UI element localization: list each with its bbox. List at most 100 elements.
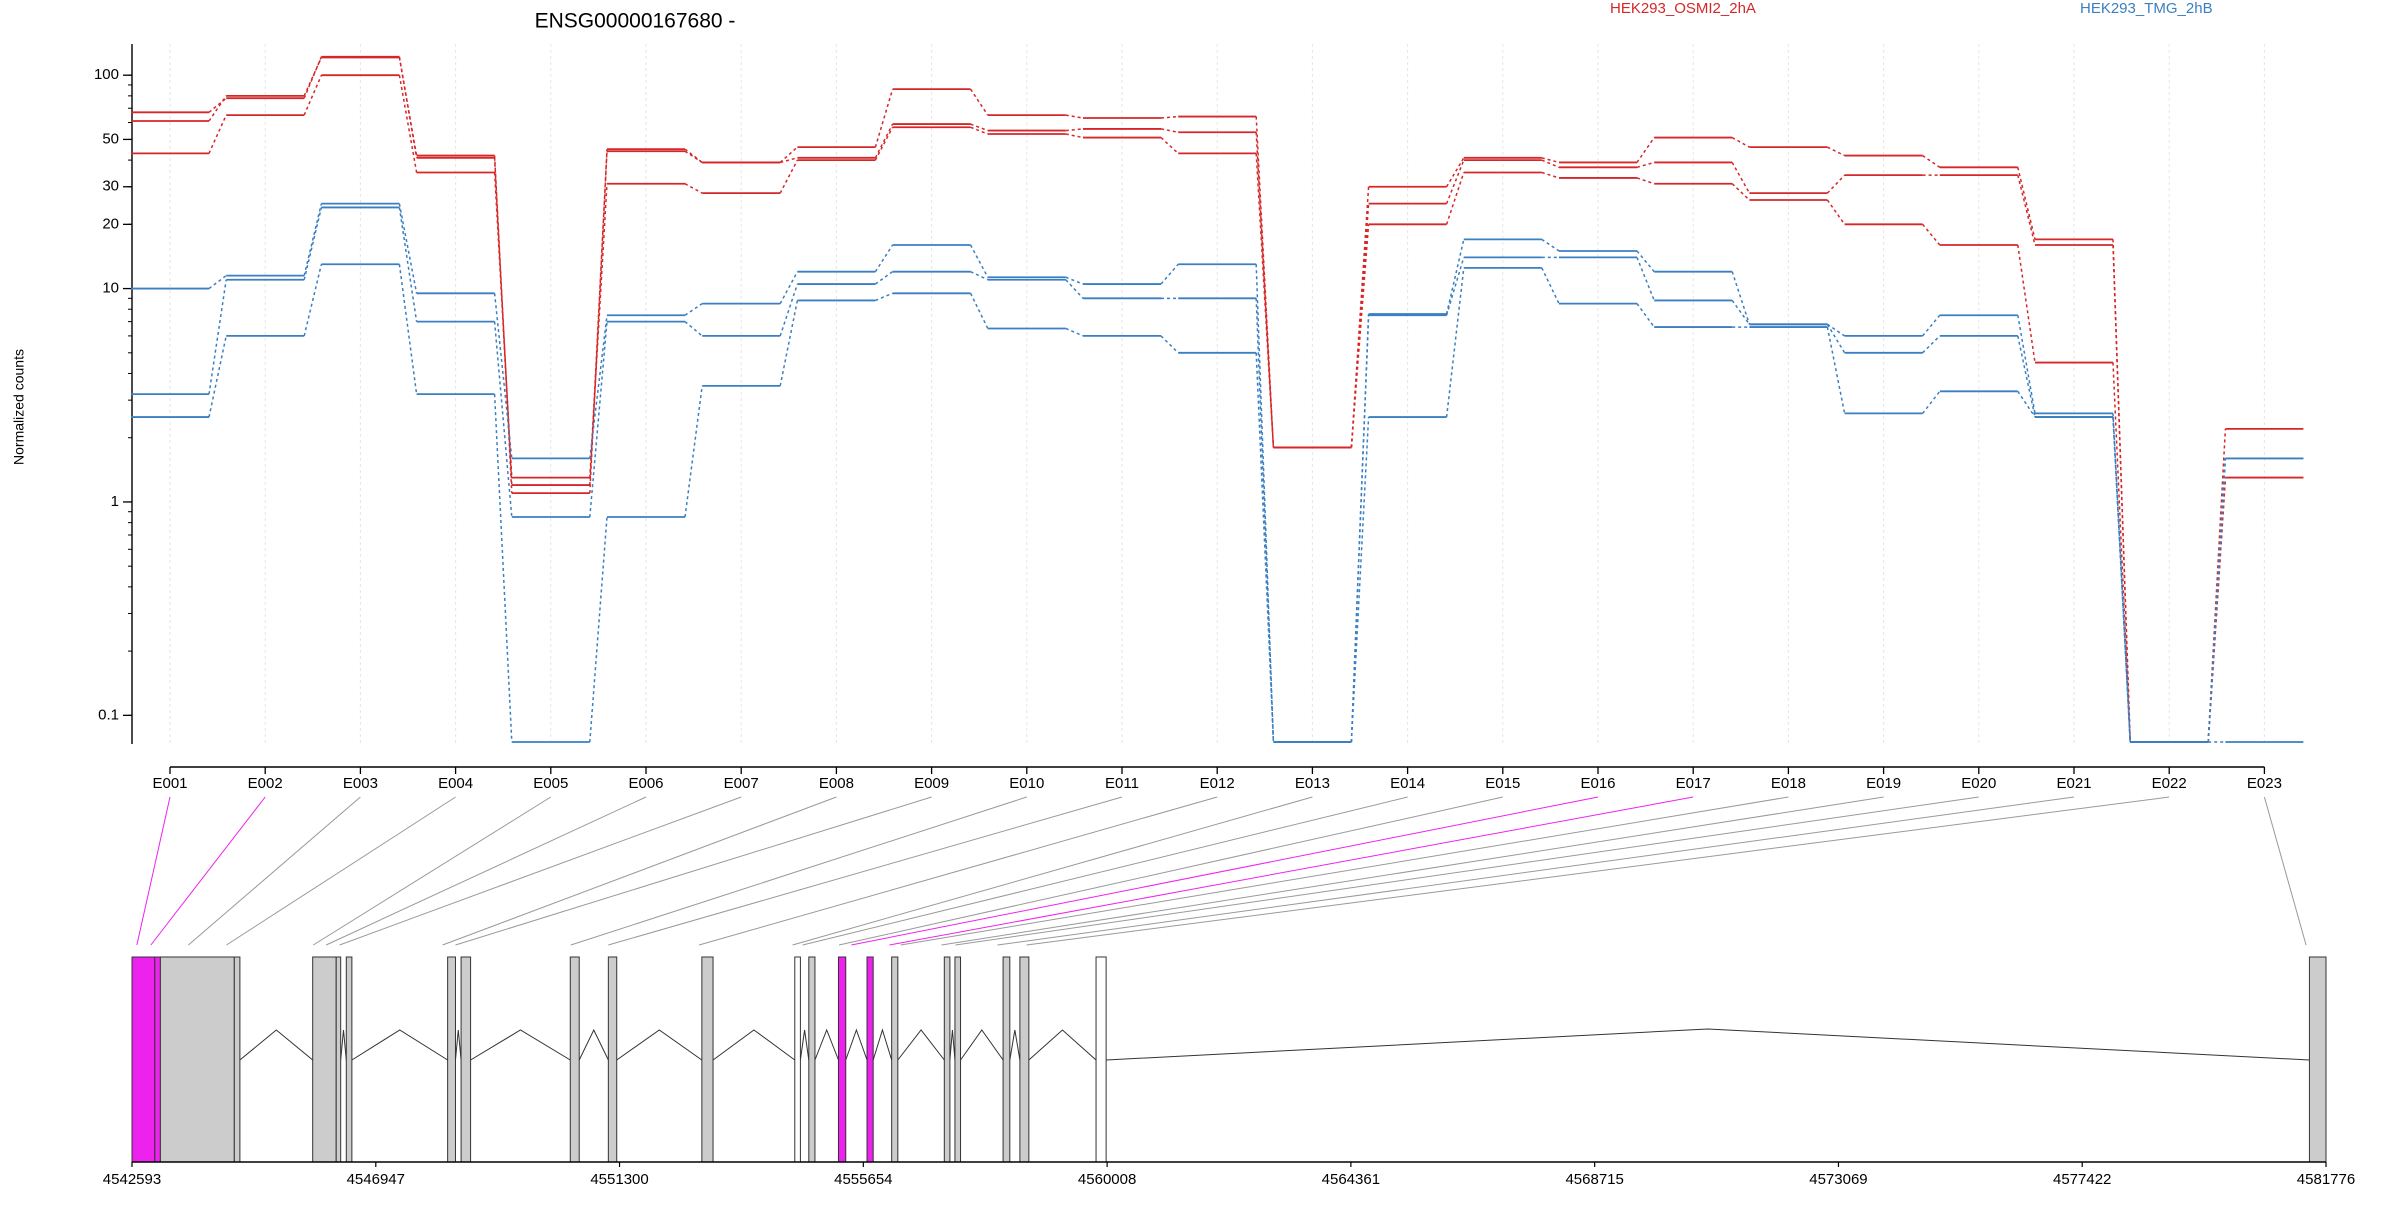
data-connector: [398, 207, 418, 322]
x-tick-label: E013: [1295, 775, 1330, 792]
data-connector: [589, 183, 608, 478]
data-connector: [969, 292, 989, 329]
exon-block: [447, 956, 456, 1163]
data-connector: [2017, 167, 2036, 240]
data-connector: [1255, 264, 1275, 743]
series-lines: [131, 55, 2304, 743]
exon-block: [131, 956, 156, 1163]
intron: [872, 1028, 893, 1061]
exon-connector: [955, 796, 1979, 946]
data-connector: [1445, 257, 1465, 316]
exon-connector: [838, 796, 1503, 946]
exon-block: [808, 956, 816, 1163]
x-tick-label: E006: [628, 775, 663, 792]
exon-connector: [570, 796, 1027, 946]
data-connector: [684, 303, 703, 316]
data-connector: [1731, 183, 1750, 201]
genomic-tick-label: 4564361: [1322, 1171, 1380, 1188]
x-tick-label: E023: [2247, 775, 2282, 792]
exon-block: [701, 956, 714, 1163]
data-connector: [1255, 132, 1275, 448]
x-tick-label: E017: [1676, 775, 1711, 792]
data-connector: [1065, 128, 1084, 132]
series-5: [131, 206, 2304, 743]
data-connector: [875, 292, 893, 302]
data-connector: [1541, 171, 1560, 179]
data-connector: [874, 271, 894, 285]
exon-block: [954, 956, 962, 1163]
intron: [239, 1029, 314, 1061]
exon-block: [569, 956, 580, 1163]
genomic-tick-label: 4573069: [1809, 1171, 1867, 1188]
exon-block: [154, 956, 161, 1163]
x-tick-label: E018: [1771, 775, 1806, 792]
intron: [814, 1028, 839, 1061]
x-tick-label: E005: [533, 775, 568, 792]
data-connector: [780, 157, 798, 164]
data-connector: [2017, 335, 2036, 418]
data-connector: [874, 123, 894, 159]
intron: [470, 1029, 571, 1061]
exon-connector: [900, 796, 1789, 946]
y-tick-label: 100: [94, 66, 119, 83]
x-tick-label: E004: [438, 775, 473, 792]
data-connector: [1445, 239, 1465, 315]
data-connector: [970, 123, 989, 132]
data-connector: [2112, 416, 2131, 743]
exon-connector: [1026, 796, 2170, 946]
data-connector: [2207, 428, 2227, 743]
data-connector: [303, 74, 323, 116]
x-tick-label: E009: [914, 775, 949, 792]
exon-block: [1095, 956, 1107, 1163]
x-tick-label: E015: [1485, 775, 1520, 792]
data-connector: [1255, 153, 1275, 448]
data-connector: [1636, 161, 1655, 169]
y-tick-label: 50: [102, 130, 119, 147]
data-connector: [969, 88, 989, 116]
x-tick-label: E014: [1390, 775, 1425, 792]
data-connector: [303, 207, 323, 280]
exon-connector: [2263, 796, 2307, 946]
x-tick-label: E022: [2152, 775, 2187, 792]
x-tick-label: E008: [819, 775, 854, 792]
data-connector: [589, 516, 608, 743]
data-connector: [1636, 177, 1655, 185]
exon-block: [866, 956, 874, 1163]
intron: [351, 1029, 448, 1061]
data-connector: [1731, 162, 1751, 194]
data-connector: [684, 183, 703, 194]
exon-connector: [698, 796, 1218, 946]
data-connector: [1731, 136, 1750, 148]
data-connector: [1350, 203, 1370, 448]
intron: [845, 1028, 868, 1061]
x-tick-label: E003: [343, 775, 378, 792]
data-connector: [303, 203, 323, 276]
data-connector: [1350, 416, 1370, 743]
y-tick-label: 0.1: [98, 706, 119, 723]
data-connector: [1541, 238, 1560, 252]
intron: [454, 1029, 462, 1061]
genomic-tick-label: 4546947: [347, 1171, 405, 1188]
data-connector: [1826, 323, 1846, 337]
data-connector: [208, 279, 227, 395]
intron: [897, 1029, 945, 1061]
data-connector: [2017, 244, 2036, 363]
data-connector: [1922, 390, 1941, 414]
exon-connector: [455, 796, 932, 946]
data-connector: [2112, 244, 2131, 743]
data-connector: [1922, 223, 1941, 246]
exon-block: [794, 956, 801, 1163]
exon-connectors: [136, 796, 2307, 946]
exon-block: [607, 956, 618, 1163]
x-tick-label: E011: [1105, 775, 1139, 792]
exon-block: [345, 956, 353, 1163]
data-connector: [2017, 390, 2036, 418]
data-connector: [1160, 128, 1179, 134]
exon-block: [891, 956, 899, 1163]
data-connector: [1160, 263, 1179, 285]
data-connector: [1065, 114, 1084, 119]
exon-block: [335, 956, 342, 1163]
exon-block: [1002, 956, 1011, 1163]
data-connector: [1827, 146, 1845, 157]
legend-osmi2: HEK293_OSMI2_2hA: [1610, 0, 1756, 17]
